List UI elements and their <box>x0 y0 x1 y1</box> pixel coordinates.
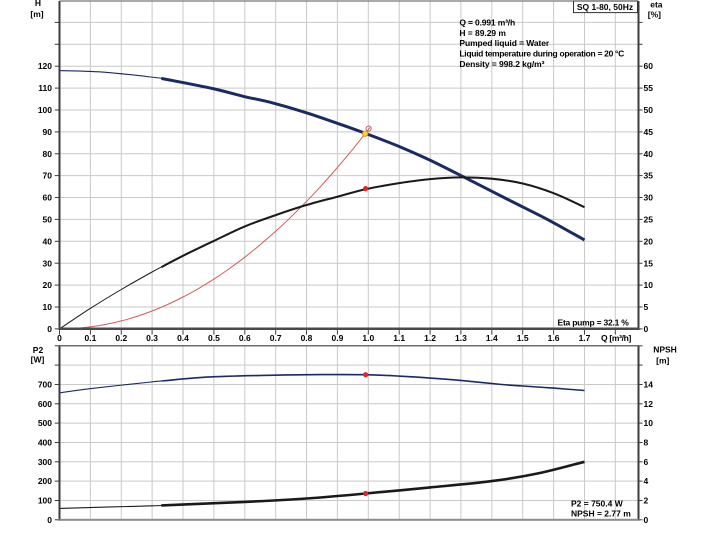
svg-text:2: 2 <box>644 496 649 506</box>
svg-text:Q [m³/h]: Q [m³/h] <box>601 333 632 343</box>
svg-text:70: 70 <box>43 171 53 181</box>
svg-text:20: 20 <box>43 280 53 290</box>
svg-text:40: 40 <box>644 149 654 159</box>
svg-text:1.5: 1.5 <box>517 333 529 343</box>
svg-text:0.8: 0.8 <box>301 333 313 343</box>
svg-text:0: 0 <box>47 515 52 525</box>
svg-text:30: 30 <box>43 258 53 268</box>
svg-text:0.3: 0.3 <box>146 333 158 343</box>
svg-text:30: 30 <box>644 193 654 203</box>
svg-text:14: 14 <box>644 380 654 390</box>
svg-text:[m]: [m] <box>656 355 669 365</box>
svg-text:400: 400 <box>38 438 52 448</box>
svg-text:110: 110 <box>38 83 52 93</box>
svg-text:SQ 1-80, 50Hz: SQ 1-80, 50Hz <box>577 2 633 12</box>
svg-text:500: 500 <box>38 418 52 428</box>
svg-text:10: 10 <box>644 280 654 290</box>
svg-text:P2: P2 <box>33 345 44 355</box>
svg-text:1.2: 1.2 <box>424 333 436 343</box>
svg-text:120: 120 <box>38 61 52 71</box>
svg-text:60: 60 <box>43 193 53 203</box>
svg-text:40: 40 <box>43 236 53 246</box>
svg-text:Eta pump = 32.1 %: Eta pump = 32.1 % <box>558 317 630 327</box>
svg-text:1.7: 1.7 <box>579 333 591 343</box>
svg-text:Density = 998.2 kg/m³: Density = 998.2 kg/m³ <box>459 59 544 69</box>
svg-text:20: 20 <box>644 236 654 246</box>
svg-text:H = 89.29 m: H = 89.29 m <box>459 28 506 38</box>
svg-text:1.1: 1.1 <box>393 333 405 343</box>
svg-text:90: 90 <box>43 127 53 137</box>
svg-text:0: 0 <box>47 324 52 334</box>
svg-text:4: 4 <box>644 476 649 486</box>
svg-text:6: 6 <box>644 457 649 467</box>
svg-text:80: 80 <box>43 149 53 159</box>
svg-text:1.0: 1.0 <box>362 333 374 343</box>
svg-text:45: 45 <box>644 127 654 137</box>
svg-text:0.6: 0.6 <box>239 333 251 343</box>
svg-text:100: 100 <box>38 496 52 506</box>
svg-text:1.6: 1.6 <box>548 333 560 343</box>
svg-text:1.3: 1.3 <box>455 333 467 343</box>
svg-text:50: 50 <box>43 215 53 225</box>
svg-text:P2 = 750.4 W: P2 = 750.4 W <box>571 498 624 508</box>
svg-text:[%]: [%] <box>648 9 661 19</box>
svg-text:50: 50 <box>644 105 654 115</box>
svg-text:35: 35 <box>644 171 654 181</box>
svg-text:[m]: [m] <box>30 9 43 19</box>
svg-text:0: 0 <box>57 333 62 343</box>
svg-text:700: 700 <box>38 380 52 390</box>
svg-text:0.4: 0.4 <box>177 333 189 343</box>
svg-text:NPSH = 2.77 m: NPSH = 2.77 m <box>571 508 631 518</box>
svg-text:55: 55 <box>644 83 654 93</box>
svg-text:12: 12 <box>644 399 654 409</box>
svg-text:1.4: 1.4 <box>486 333 498 343</box>
svg-text:600: 600 <box>38 399 52 409</box>
svg-text:0: 0 <box>644 324 649 334</box>
svg-text:15: 15 <box>644 258 654 268</box>
svg-text:[W]: [W] <box>31 355 45 365</box>
svg-text:0: 0 <box>644 515 649 525</box>
svg-text:eta: eta <box>650 0 663 9</box>
svg-text:H: H <box>35 0 41 8</box>
svg-text:Liquid temperature during oper: Liquid temperature during operation = 20… <box>459 48 624 58</box>
svg-text:NPSH: NPSH <box>653 345 677 355</box>
svg-text:300: 300 <box>38 457 52 467</box>
svg-text:60: 60 <box>644 61 654 71</box>
svg-text:0.1: 0.1 <box>84 333 96 343</box>
svg-text:0.9: 0.9 <box>331 333 343 343</box>
svg-text:0.5: 0.5 <box>208 333 220 343</box>
svg-text:8: 8 <box>644 438 649 448</box>
svg-text:Pumped liquid = Water: Pumped liquid = Water <box>459 38 549 48</box>
svg-text:0.2: 0.2 <box>115 333 127 343</box>
svg-text:5: 5 <box>644 302 649 312</box>
svg-text:100: 100 <box>38 105 52 115</box>
svg-text:10: 10 <box>644 418 654 428</box>
svg-text:200: 200 <box>38 476 52 486</box>
svg-text:10: 10 <box>43 302 53 312</box>
svg-text:0.7: 0.7 <box>270 333 282 343</box>
svg-text:Q = 0.991 m³/h: Q = 0.991 m³/h <box>459 17 515 27</box>
svg-text:25: 25 <box>644 215 654 225</box>
